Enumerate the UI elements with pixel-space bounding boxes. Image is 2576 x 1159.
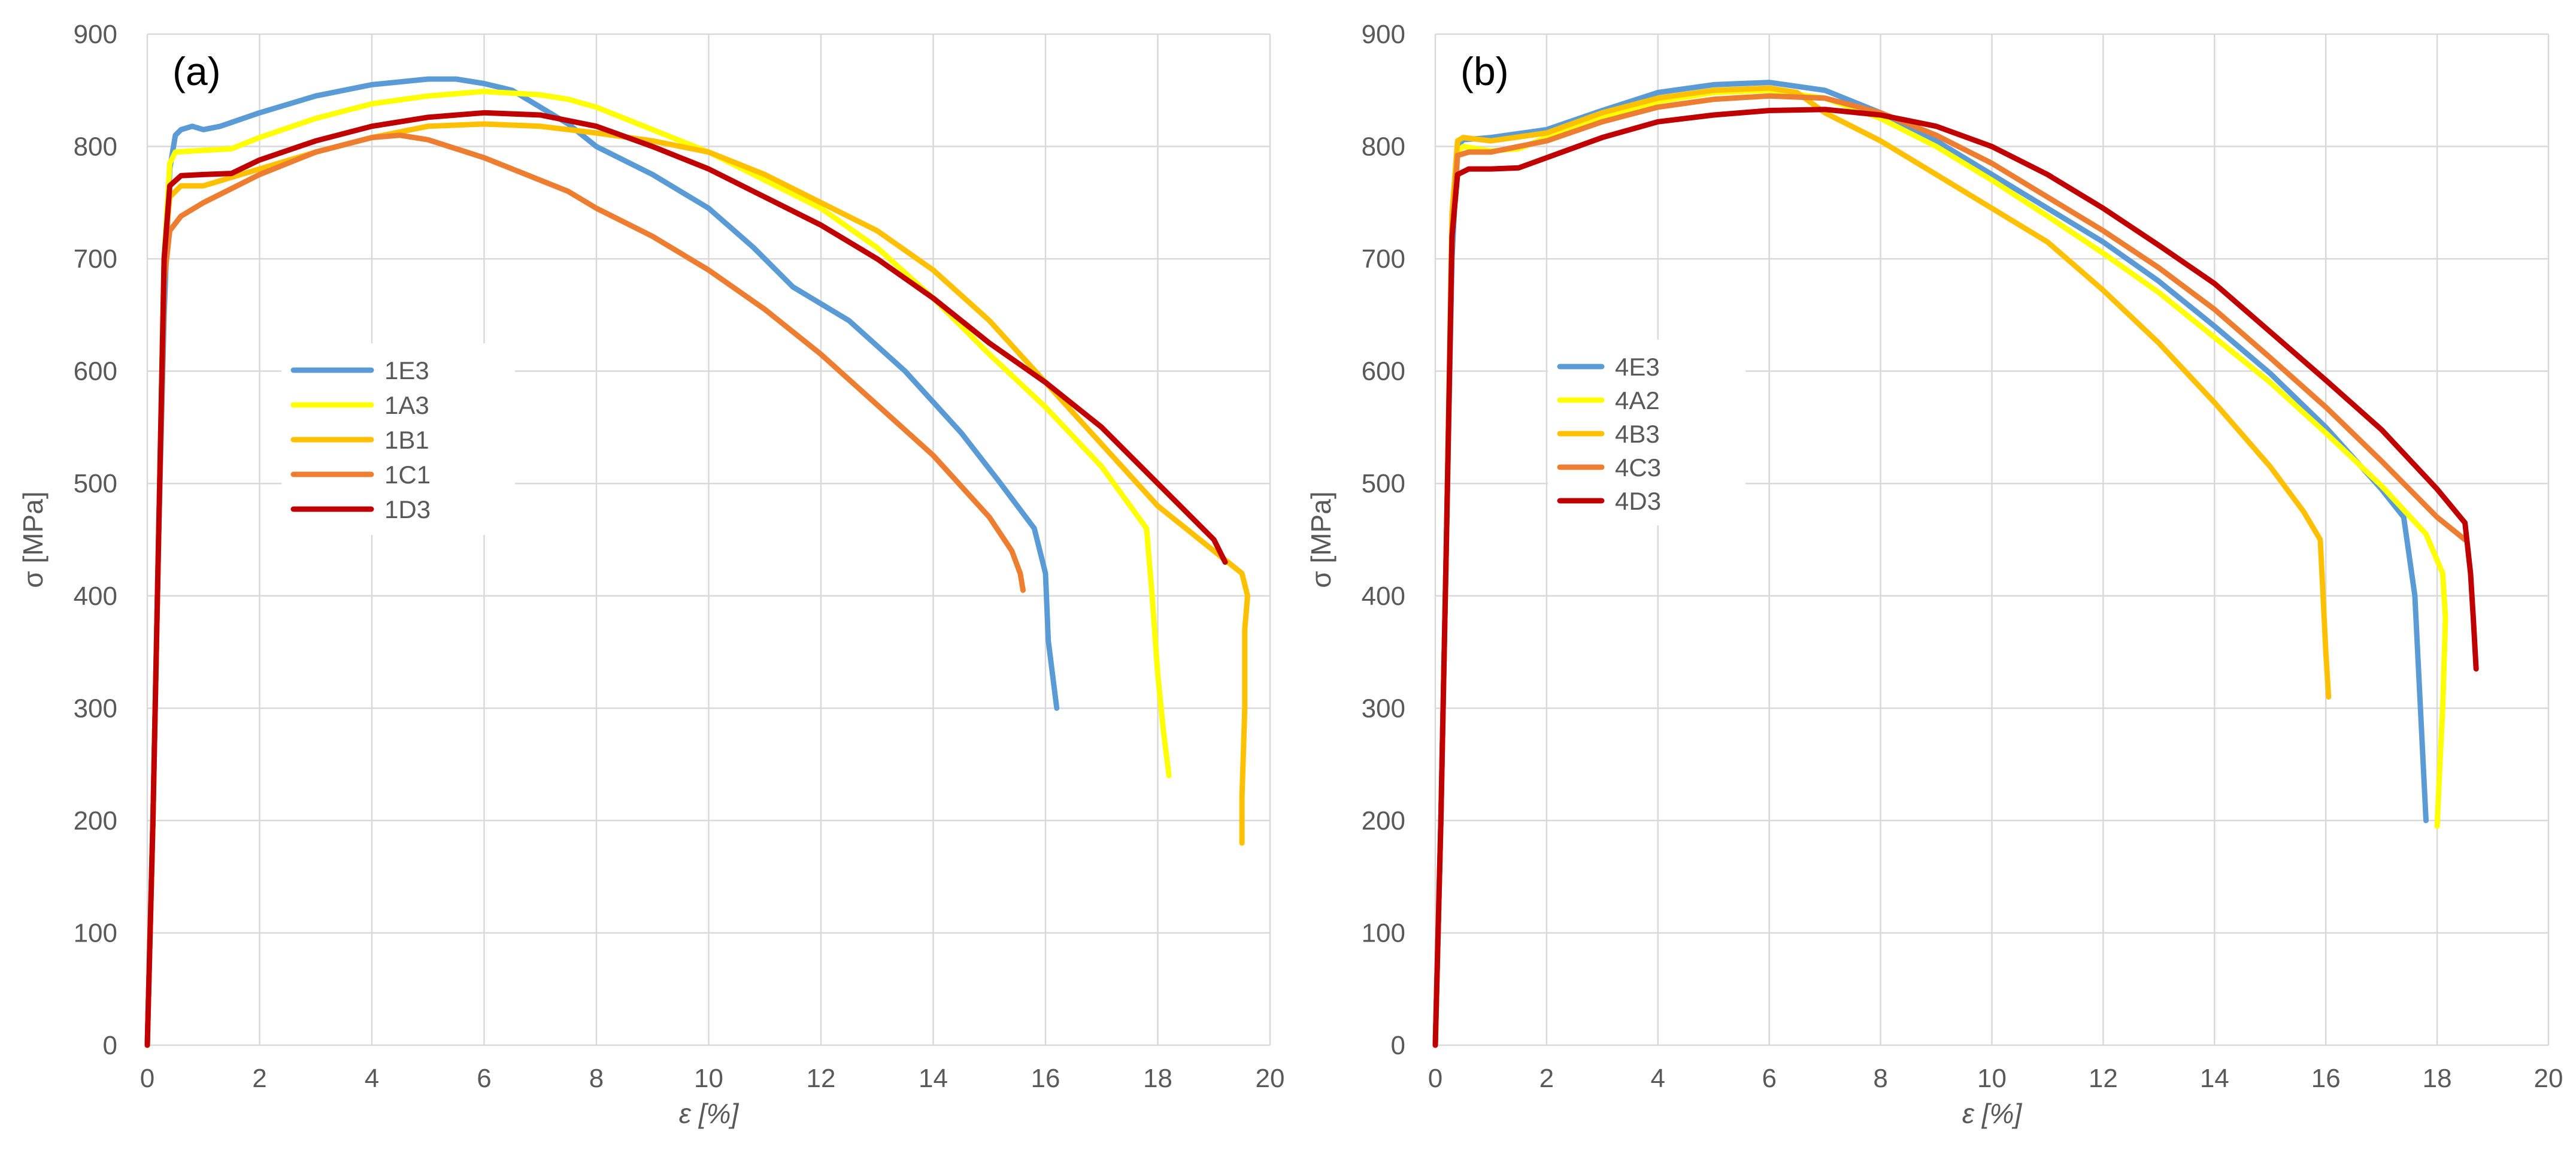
y-tick-label: 900 [74, 20, 117, 49]
x-tick-label: 2 [252, 1064, 266, 1093]
x-tick-label: 2 [1539, 1064, 1554, 1093]
series-line-1b1 [144, 121, 1250, 1048]
x-tick-label: 12 [2089, 1064, 2118, 1093]
y-tick-label: 0 [103, 1031, 117, 1060]
series-line-4c3 [1432, 93, 2468, 1048]
x-axis-title: ε [%] [1962, 1098, 2023, 1129]
y-tick-label: 100 [1362, 918, 1405, 948]
y-tick-label: 800 [74, 132, 117, 162]
y-tick-label: 500 [74, 469, 117, 498]
legend-label-1d3: 1D3 [384, 495, 431, 523]
y-tick-label: 300 [1362, 694, 1405, 723]
y-tick-label: 700 [1362, 244, 1405, 274]
x-tick-label: 8 [589, 1064, 604, 1093]
x-tick-label: 0 [1428, 1064, 1442, 1093]
panel-label: (b) [1460, 49, 1509, 93]
x-tick-label: 4 [1651, 1064, 1665, 1093]
x-tick-label: 18 [2423, 1064, 2452, 1093]
chart-panel-b: 0 2 4 6 8 10 12 14 16 18 2001002003004005006007008… [1305, 20, 2563, 1129]
series-line-4a2 [1432, 87, 2448, 1048]
legend-label-4e3: 4E3 [1615, 353, 1660, 381]
x-tick-label: 16 [2311, 1064, 2341, 1093]
legend-label-4a2: 4A2 [1615, 386, 1660, 414]
legend-label-4b3: 4B3 [1615, 420, 1660, 448]
x-tick-label: 20 [1256, 1064, 1285, 1093]
legend-label-4c3: 4C3 [1615, 453, 1661, 482]
x-tick-label: 6 [1762, 1064, 1776, 1093]
y-tick-label: 600 [1362, 357, 1405, 386]
series-line-4b3 [1432, 85, 2332, 1048]
x-tick-label: 14 [919, 1064, 948, 1093]
legend-label-1a3: 1A3 [384, 391, 429, 419]
y-tick-label: 400 [1362, 582, 1405, 611]
y-tick-label: 500 [1362, 469, 1405, 498]
series-line-1e3 [144, 76, 1060, 1048]
y-axis-title: σ [MPa] [17, 491, 49, 588]
x-tick-label: 12 [807, 1064, 836, 1093]
chart-panel-a: 0 2 4 6 8 10 12 14 16 18 2001002003004005006007008… [17, 20, 1284, 1129]
y-tick-label: 300 [74, 694, 117, 723]
panel-label: (a) [172, 49, 221, 93]
series-line-1c1 [144, 132, 1026, 1048]
x-tick-label: 0 [140, 1064, 154, 1093]
x-tick-label: 16 [1031, 1064, 1060, 1093]
y-tick-label: 600 [74, 357, 117, 386]
series-line-4d3 [1432, 107, 2479, 1048]
x-tick-label: 6 [477, 1064, 491, 1093]
y-tick-label: 100 [74, 918, 117, 948]
y-tick-label: 700 [74, 244, 117, 274]
x-tick-label: 10 [694, 1064, 723, 1093]
legend-label-1b1: 1B1 [384, 426, 429, 454]
x-tick-label: 20 [2534, 1064, 2563, 1093]
x-tick-label: 4 [365, 1064, 379, 1093]
y-tick-label: 0 [1391, 1031, 1405, 1060]
series-line-1a3 [144, 89, 1172, 1048]
y-axis-title: σ [MPa] [1305, 491, 1337, 588]
legend-label-4d3: 4D3 [1615, 487, 1661, 515]
y-tick-label: 800 [1362, 132, 1405, 162]
y-tick-label: 200 [1362, 806, 1405, 836]
x-tick-label: 8 [1873, 1064, 1887, 1093]
series-line-1d3 [144, 110, 1228, 1048]
x-axis-title: ε [%] [679, 1098, 740, 1129]
x-tick-label: 18 [1143, 1064, 1172, 1093]
x-tick-label: 14 [2200, 1064, 2229, 1093]
legend-label-1c1: 1C1 [384, 461, 431, 489]
series-line-4e3 [1432, 80, 2429, 1048]
x-tick-label: 10 [1977, 1064, 2007, 1093]
legend-label-1e3: 1E3 [384, 356, 429, 385]
y-tick-label: 900 [1362, 20, 1405, 49]
y-tick-label: 400 [74, 582, 117, 611]
y-tick-label: 200 [74, 806, 117, 836]
